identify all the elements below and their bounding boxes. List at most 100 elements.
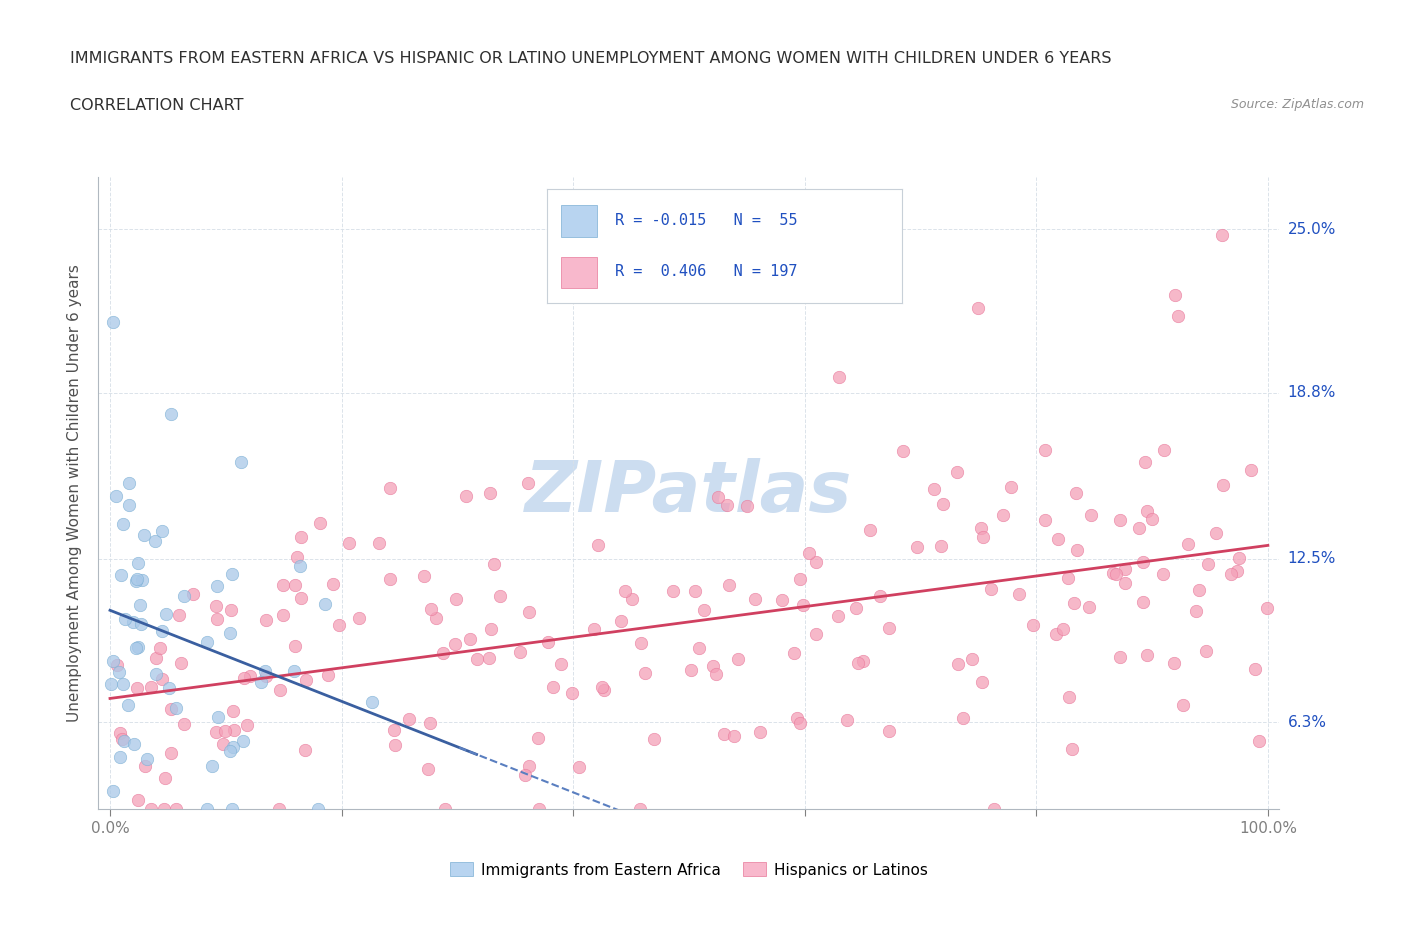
Point bbox=[1211, 227, 1233, 242]
Point bbox=[479, 622, 502, 637]
Point bbox=[316, 667, 339, 682]
Point bbox=[347, 611, 370, 626]
Point bbox=[204, 598, 226, 613]
Point bbox=[416, 762, 439, 777]
Point bbox=[610, 614, 633, 629]
Point bbox=[541, 679, 564, 694]
Text: 18.8%: 18.8% bbox=[1288, 385, 1336, 400]
Point bbox=[1000, 479, 1022, 494]
Point bbox=[1177, 537, 1199, 551]
Point bbox=[229, 454, 252, 469]
Point bbox=[583, 622, 606, 637]
Point bbox=[458, 631, 481, 646]
Point bbox=[413, 569, 436, 584]
Point bbox=[509, 644, 531, 659]
Point bbox=[131, 572, 153, 587]
Point bbox=[214, 724, 236, 738]
Point bbox=[1227, 551, 1250, 565]
Point bbox=[219, 603, 242, 618]
Point bbox=[219, 743, 242, 758]
Point bbox=[1195, 644, 1218, 658]
Point bbox=[456, 488, 478, 503]
Point bbox=[419, 716, 441, 731]
Point bbox=[160, 701, 183, 716]
Point bbox=[948, 657, 970, 671]
Point bbox=[221, 802, 243, 817]
Point bbox=[139, 680, 162, 695]
Point bbox=[932, 497, 955, 512]
Point bbox=[384, 737, 406, 752]
Point bbox=[1057, 689, 1080, 704]
Point bbox=[859, 523, 882, 538]
Point bbox=[593, 683, 616, 698]
Point bbox=[153, 802, 176, 817]
Point bbox=[232, 733, 254, 748]
Point bbox=[155, 770, 177, 785]
Point bbox=[1136, 648, 1159, 663]
Point bbox=[165, 802, 187, 817]
Point bbox=[444, 637, 467, 652]
Point bbox=[205, 724, 228, 739]
Point bbox=[290, 591, 312, 605]
Point bbox=[735, 498, 758, 513]
Point bbox=[482, 556, 505, 571]
Point bbox=[527, 730, 550, 745]
Point bbox=[1128, 520, 1150, 535]
Point bbox=[290, 558, 312, 573]
Point bbox=[1046, 531, 1069, 546]
Point bbox=[749, 724, 772, 739]
Point bbox=[727, 652, 749, 667]
Point bbox=[1063, 596, 1085, 611]
Point bbox=[129, 597, 152, 612]
Point bbox=[621, 591, 644, 606]
Point bbox=[125, 681, 148, 696]
Point bbox=[1163, 656, 1185, 671]
Point bbox=[679, 662, 702, 677]
Point bbox=[877, 621, 900, 636]
Point bbox=[434, 802, 457, 817]
Point bbox=[398, 711, 420, 726]
Point bbox=[980, 581, 1002, 596]
Text: IMMIGRANTS FROM EASTERN AFRICA VS HISPANIC OR LATINO UNEMPLOYMENT AMONG WOMEN WI: IMMIGRANTS FROM EASTERN AFRICA VS HISPAN… bbox=[70, 51, 1112, 66]
Point bbox=[972, 530, 994, 545]
Point bbox=[835, 712, 858, 727]
Point bbox=[1064, 485, 1087, 500]
Point bbox=[145, 650, 167, 665]
Point bbox=[100, 677, 122, 692]
Point bbox=[1188, 583, 1211, 598]
Point bbox=[218, 625, 240, 640]
Point bbox=[967, 301, 990, 316]
Point bbox=[145, 667, 167, 682]
Point bbox=[478, 485, 501, 500]
Point bbox=[1212, 477, 1234, 492]
Point bbox=[150, 524, 173, 538]
Point bbox=[380, 481, 402, 496]
Point bbox=[253, 663, 276, 678]
Point bbox=[322, 577, 344, 591]
Point bbox=[254, 613, 277, 628]
Point bbox=[139, 802, 162, 817]
Point bbox=[1205, 525, 1227, 540]
Point bbox=[1077, 600, 1099, 615]
Point bbox=[891, 444, 914, 458]
Point bbox=[1136, 504, 1159, 519]
Point bbox=[239, 668, 262, 683]
Point bbox=[104, 488, 127, 503]
Point bbox=[993, 507, 1015, 522]
Point bbox=[489, 589, 512, 604]
Point bbox=[110, 567, 132, 582]
Point bbox=[125, 641, 148, 656]
Point bbox=[165, 701, 187, 716]
Point bbox=[134, 759, 156, 774]
Point bbox=[378, 572, 401, 587]
Point bbox=[634, 666, 657, 681]
Point bbox=[905, 540, 928, 555]
Point bbox=[513, 767, 536, 782]
Point bbox=[845, 601, 868, 616]
Point bbox=[134, 527, 156, 542]
Point bbox=[983, 802, 1005, 817]
Point bbox=[307, 802, 329, 817]
Point bbox=[103, 314, 125, 329]
Point bbox=[804, 555, 827, 570]
Point bbox=[420, 602, 443, 617]
